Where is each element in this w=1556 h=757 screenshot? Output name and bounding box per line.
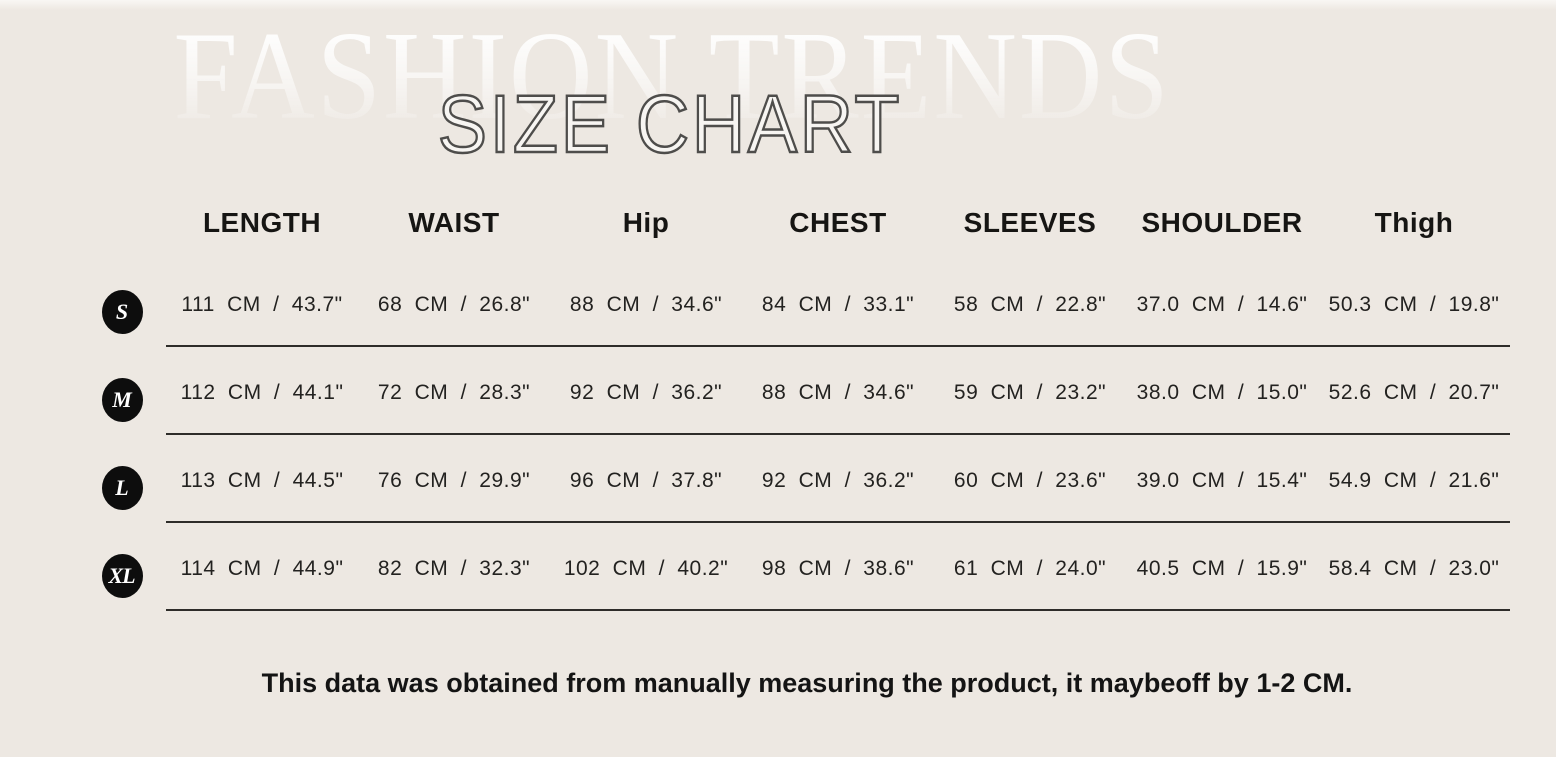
badge-cell-xl: XL: [0, 523, 166, 611]
brand-watermark: FASHION TRENDS: [173, 7, 1171, 146]
measurement-cell: 88 CM / 34.6": [569, 293, 723, 316]
size-badge-l: L: [102, 466, 143, 510]
table-row-m: M 112 CM / 44.1" 72 CM / 28.3" 92 CM / 3…: [0, 347, 1556, 435]
size-badge-m: M: [102, 378, 143, 422]
measurement-cell: 52.6 CM / 20.7": [1328, 381, 1500, 404]
size-table: LENGTH WAIST Hip CHEST SLEEVES SHOULDER …: [0, 180, 1556, 611]
row-l-cells: 113 CM / 44.5" 76 CM / 29.9" 96 CM / 37.…: [166, 435, 1510, 523]
measurement-cell: 112 CM / 44.1": [180, 381, 344, 404]
measurement-cell: 59 CM / 23.2": [953, 381, 1107, 404]
badge-cell-s: S: [0, 259, 166, 347]
measurement-cell: 38.0 CM / 15.0": [1136, 381, 1308, 404]
column-header-shoulder: SHOULDER: [1141, 206, 1303, 238]
row-m-cells: 112 CM / 44.1" 72 CM / 28.3" 92 CM / 36.…: [166, 347, 1510, 435]
header-cells: LENGTH WAIST Hip CHEST SLEEVES SHOULDER …: [166, 180, 1510, 259]
measurement-cell: 114 CM / 44.9": [180, 557, 344, 580]
measurement-cell: 88 CM / 34.6": [761, 381, 915, 404]
measurement-cell: 58.4 CM / 23.0": [1328, 557, 1500, 580]
measurement-cell: 98 CM / 38.6": [761, 557, 915, 580]
measurement-cell: 113 CM / 44.5": [180, 469, 344, 492]
measurement-cell: 40.5 CM / 15.9": [1136, 557, 1308, 580]
table-row-s: S 111 CM / 43.7" 68 CM / 26.8" 88 CM / 3…: [0, 259, 1556, 347]
column-header-hip: Hip: [622, 206, 670, 238]
footnote: This data was obtained from manually mea…: [261, 668, 1353, 698]
size-badge-s: S: [102, 290, 143, 334]
page-title: SIZE CHART: [437, 79, 903, 170]
measurement-cell: 111 CM / 43.7": [181, 293, 343, 316]
badge-cell-l: L: [0, 435, 166, 523]
measurement-cell: 68 CM / 26.8": [377, 293, 531, 316]
measurement-cell: 50.3 CM / 19.8": [1328, 293, 1500, 316]
measurement-cell: 84 CM / 33.1": [761, 293, 915, 316]
header-section: FASHION TRENDS SIZE CHART: [0, 0, 1556, 180]
measurement-cell: 72 CM / 28.3": [377, 381, 531, 404]
measurement-cell: 92 CM / 36.2": [569, 381, 723, 404]
row-xl-cells: 114 CM / 44.9" 82 CM / 32.3" 102 CM / 40…: [166, 523, 1510, 611]
measurement-cell: 96 CM / 37.8": [569, 469, 723, 492]
table-row-xl: XL 114 CM / 44.9" 82 CM / 32.3" 102 CM /…: [0, 523, 1556, 611]
measurement-cell: 60 CM / 23.6": [953, 469, 1107, 492]
table-row-l: L 113 CM / 44.5" 76 CM / 29.9" 96 CM / 3…: [0, 435, 1556, 523]
measurement-cell: 82 CM / 32.3": [377, 557, 531, 580]
measurement-cell: 37.0 CM / 14.6": [1136, 293, 1308, 316]
measurement-cell: 58 CM / 22.8": [953, 293, 1107, 316]
measurement-cell: 92 CM / 36.2": [761, 469, 915, 492]
measurement-cell: 102 CM / 40.2": [563, 557, 729, 580]
measurement-cell: 54.9 CM / 21.6": [1328, 469, 1500, 492]
badge-cell-m: M: [0, 347, 166, 435]
measurement-cell: 39.0 CM / 15.4": [1136, 469, 1308, 492]
column-header-chest: CHEST: [789, 206, 887, 238]
measurement-cell: 61 CM / 24.0": [953, 557, 1107, 580]
column-header-waist: WAIST: [408, 206, 500, 238]
column-header-thigh: Thigh: [1374, 206, 1454, 238]
size-badge-xl: XL: [102, 554, 143, 598]
column-header-length: LENGTH: [202, 206, 322, 238]
table-header-row: LENGTH WAIST Hip CHEST SLEEVES SHOULDER …: [0, 180, 1556, 259]
header-badge-spacer: [0, 180, 166, 259]
column-header-sleeves: SLEEVES: [963, 206, 1097, 238]
row-s-cells: 111 CM / 43.7" 68 CM / 26.8" 88 CM / 34.…: [166, 259, 1510, 347]
measurement-cell: 76 CM / 29.9": [377, 469, 531, 492]
